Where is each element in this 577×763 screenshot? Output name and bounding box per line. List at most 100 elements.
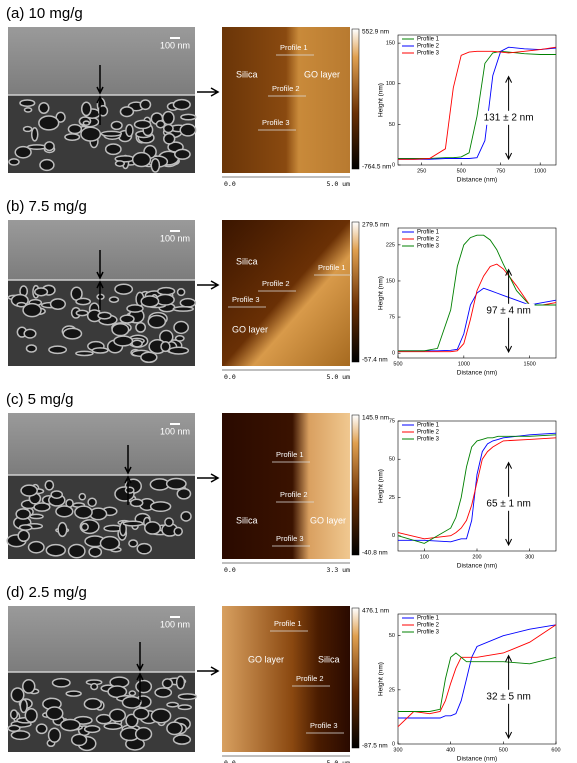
sem-pore	[64, 133, 81, 141]
sem-pore	[173, 320, 190, 335]
sem-pore	[128, 539, 139, 548]
sem-scale-label: 100 nm	[160, 40, 190, 50]
afm-silica-label: Silica	[236, 69, 258, 79]
annotation-bg	[482, 110, 535, 125]
sem-pore	[144, 521, 162, 535]
sem-pore	[139, 99, 152, 111]
x-axis-label: Distance (nm)	[457, 177, 497, 184]
thickness-arrow-down	[96, 65, 104, 95]
sem-pore	[174, 148, 191, 160]
legend-label: Profile 3	[417, 51, 440, 57]
sem-pore	[33, 502, 51, 512]
legend-label: Profile 1	[417, 230, 440, 236]
sem-pore	[22, 125, 33, 133]
panel-label: (c) 5 mg/g	[6, 391, 74, 408]
color-bar-max: 279.5 nm	[362, 222, 389, 229]
color-bar-min: -764.5 nm	[362, 164, 391, 171]
link-arrow	[197, 666, 220, 676]
afm-profile-label: Profile 1	[318, 263, 346, 272]
sem-pore	[24, 707, 38, 723]
afm-go-label: GO layer	[304, 69, 340, 79]
sem-pore	[22, 678, 36, 694]
sem-pore	[122, 520, 144, 527]
color-bar	[351, 607, 360, 749]
y-tick-label: 0	[392, 741, 395, 747]
sem-top-layer	[8, 220, 195, 280]
sem-scale-label: 100 nm	[160, 233, 190, 243]
y-tick-label: 225	[386, 242, 395, 248]
sem-pore	[91, 347, 109, 354]
sem-pore	[135, 321, 147, 333]
color-bar-max: 552.9 nm	[362, 29, 389, 36]
sem-pore	[140, 295, 160, 308]
y-tick-label: 150	[386, 278, 395, 284]
y-tick-label: 0	[392, 351, 395, 357]
y-tick-label: 150	[386, 41, 395, 47]
x-tick-label: 250	[417, 168, 426, 174]
sem-pore	[83, 697, 102, 710]
afm-x-end: 5.0 um	[327, 759, 351, 763]
profile-line	[398, 263, 557, 353]
sem-pore	[164, 517, 174, 527]
sem-pore	[78, 492, 87, 501]
y-axis-label: Height (nm)	[378, 83, 385, 117]
sem-pore	[125, 123, 134, 138]
panel-label: (d) 2.5 mg/g	[6, 584, 87, 601]
profile-line	[398, 624, 557, 719]
y-tick-label: 25	[389, 495, 395, 501]
legend-label: Profile 3	[417, 437, 440, 443]
afm-x-start: 0.0	[224, 566, 236, 574]
sem-pore	[10, 687, 25, 703]
color-bar-min: -87.5 nm	[362, 743, 388, 750]
sem-pore	[174, 335, 185, 342]
sem-pore	[57, 521, 68, 538]
thickness-arrow-up	[136, 672, 144, 702]
sem-pore	[110, 120, 123, 131]
sem-pore	[176, 487, 192, 500]
x-axis-label: Distance (nm)	[457, 370, 497, 377]
sem-pore	[100, 130, 123, 137]
annotation: 131 ± 2 nm	[484, 112, 534, 123]
sem-pore	[43, 141, 55, 152]
y-tick-label: 25	[389, 687, 395, 693]
sem-pore	[70, 733, 88, 747]
x-tick-label: 500	[457, 168, 466, 174]
panel-label: (b) 7.5 mg/g	[6, 198, 87, 215]
y-tick-label: 50	[389, 457, 395, 463]
sem-pore	[104, 143, 122, 156]
sem-pore	[47, 727, 62, 743]
sem-pore	[160, 341, 171, 353]
sem-pore	[177, 693, 198, 701]
sem-pore	[97, 311, 112, 320]
x-tick-label: 400	[446, 747, 455, 753]
afm-silica-label: Silica	[236, 256, 258, 266]
sem-pore	[175, 675, 186, 690]
profile-line	[398, 287, 557, 352]
sem-pore	[114, 160, 125, 167]
sem-pore	[176, 288, 186, 297]
afm-image	[222, 413, 350, 559]
sem-scale-label: 100 nm	[160, 426, 190, 436]
sem-pore	[17, 529, 30, 543]
sem-pore	[99, 535, 121, 551]
y-tick-label: 50	[389, 122, 395, 128]
y-tick-label: 0	[392, 162, 395, 168]
sem-pore	[124, 486, 135, 494]
sem-pore	[166, 721, 183, 736]
x-tick-label: 300	[525, 554, 534, 560]
sem-pore	[135, 679, 153, 694]
sem-pore	[48, 345, 68, 355]
sem-pore	[154, 687, 173, 698]
thickness-arrow-up	[96, 95, 104, 125]
y-tick-label: 75	[389, 418, 395, 424]
afm-x-end: 5.0 um	[327, 180, 351, 188]
annotation-bg	[482, 496, 535, 511]
sem-pore	[157, 286, 176, 296]
sem-pore	[136, 542, 153, 555]
y-tick-label: 100	[386, 81, 395, 87]
sem-pore	[39, 158, 55, 172]
sem-pore	[23, 328, 37, 339]
annotation: 65 ± 1 nm	[486, 498, 530, 509]
sem-pore	[140, 351, 158, 364]
profile-line	[398, 234, 556, 352]
